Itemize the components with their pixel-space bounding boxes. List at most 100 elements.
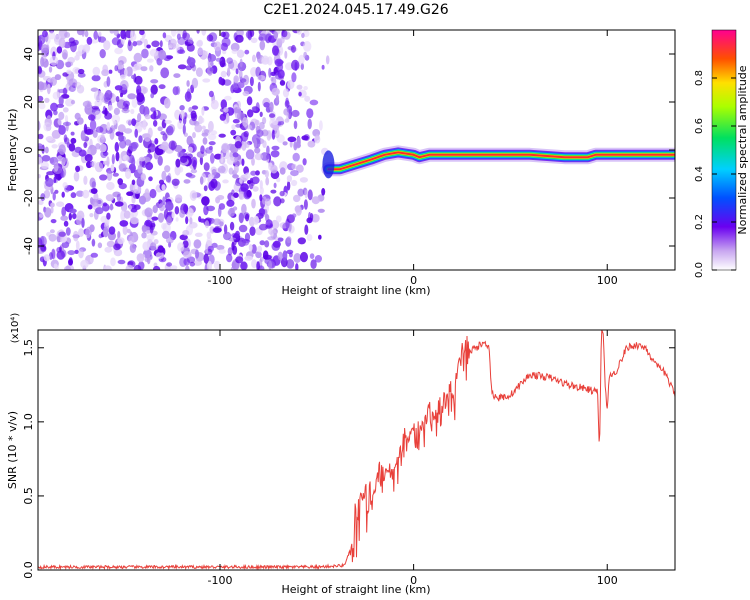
noise-blob — [188, 146, 194, 153]
noise-blob — [68, 143, 76, 152]
noise-blob — [208, 141, 216, 146]
noise-blob — [56, 235, 61, 243]
noise-blob — [277, 69, 285, 79]
noise-blob — [191, 105, 199, 110]
noise-blob — [77, 72, 86, 78]
noise-blob — [179, 110, 186, 120]
noise-blob — [259, 40, 266, 51]
noise-blob — [192, 132, 196, 139]
noise-blob — [251, 259, 258, 269]
x-tick-label: 100 — [597, 574, 618, 587]
noise-blob — [106, 212, 111, 220]
noise-blob — [241, 158, 245, 166]
noise-blob — [275, 215, 282, 223]
noise-blob — [75, 240, 80, 251]
noise-blob — [118, 183, 127, 190]
noise-blob — [38, 143, 43, 150]
noise-blob — [65, 227, 71, 236]
noise-blob — [146, 254, 151, 265]
noise-blob — [179, 155, 188, 163]
noise-blob — [265, 177, 270, 186]
noise-blob — [162, 32, 167, 39]
noise-blob — [58, 125, 66, 135]
noise-blob — [64, 265, 71, 270]
noise-blob — [227, 67, 231, 78]
noise-blob — [307, 140, 316, 148]
noise-blob — [91, 74, 101, 82]
noise-blob — [296, 30, 302, 35]
noise-blob — [163, 97, 171, 109]
noise-blob — [306, 234, 313, 241]
noise-blob — [293, 253, 302, 263]
y-tick-label: 1.5 — [22, 339, 35, 357]
noise-blob — [51, 248, 56, 260]
noise-blob — [119, 139, 127, 149]
x-tick-label: -100 — [208, 274, 233, 287]
noise-blob — [257, 245, 263, 253]
noise-blob — [175, 194, 183, 202]
noise-blob — [120, 92, 123, 98]
noise-blob — [60, 170, 65, 178]
noise-blob — [38, 157, 43, 165]
noise-blob — [99, 174, 108, 181]
noise-blob — [83, 123, 88, 134]
noise-blob — [217, 165, 226, 174]
noise-blob — [286, 236, 292, 244]
noise-blob — [234, 141, 242, 149]
noise-blob — [249, 30, 255, 37]
noise-blob — [146, 44, 151, 49]
noise-blob — [281, 30, 288, 38]
noise-blob — [143, 133, 151, 142]
noise-blob — [253, 215, 260, 225]
noise-blob — [220, 99, 227, 110]
noise-blob — [218, 76, 223, 85]
noise-blob — [193, 239, 202, 249]
noise-blob — [127, 93, 137, 100]
noise-blob — [131, 118, 137, 126]
noise-blob — [318, 234, 322, 240]
noise-blob — [41, 155, 51, 162]
noise-blob — [201, 30, 207, 36]
noise-blob — [293, 194, 301, 203]
noise-blob — [296, 84, 303, 90]
noise-blob — [287, 79, 295, 90]
noise-blob — [304, 224, 309, 235]
noise-blob — [78, 149, 87, 157]
noise-blob — [126, 149, 132, 157]
noise-blob — [226, 57, 233, 64]
noise-blob — [76, 117, 84, 125]
noise-blob — [233, 165, 239, 174]
noise-blob — [70, 131, 75, 136]
noise-blobs — [38, 30, 330, 270]
noise-blob — [95, 143, 101, 150]
noise-blob — [255, 102, 260, 113]
noise-blob — [272, 240, 281, 248]
noise-blob — [38, 66, 43, 75]
noise-blob — [317, 208, 325, 213]
noise-blob — [118, 62, 123, 69]
noise-blob — [68, 37, 75, 44]
noise-blob — [123, 68, 128, 77]
noise-blob — [230, 42, 240, 52]
x-tick-label: -100 — [208, 574, 233, 587]
noise-blob — [119, 220, 129, 227]
noise-blob — [72, 213, 77, 220]
noise-blob — [146, 234, 155, 241]
noise-blob — [201, 106, 205, 116]
noise-blob — [114, 65, 118, 72]
noise-blob — [231, 49, 238, 55]
noise-blob — [140, 66, 148, 72]
noise-blob — [103, 265, 112, 270]
noise-blob — [62, 121, 72, 126]
noise-blob — [158, 84, 166, 90]
noise-blob — [185, 172, 193, 177]
noise-blob — [223, 224, 228, 235]
noise-blob — [219, 221, 224, 227]
noise-blob — [211, 168, 217, 176]
noise-blob — [109, 30, 114, 34]
noise-blob — [277, 251, 283, 261]
noise-blob — [102, 105, 106, 115]
noise-blob — [169, 38, 177, 48]
noise-blob — [40, 56, 45, 67]
noise-blob — [183, 179, 191, 184]
